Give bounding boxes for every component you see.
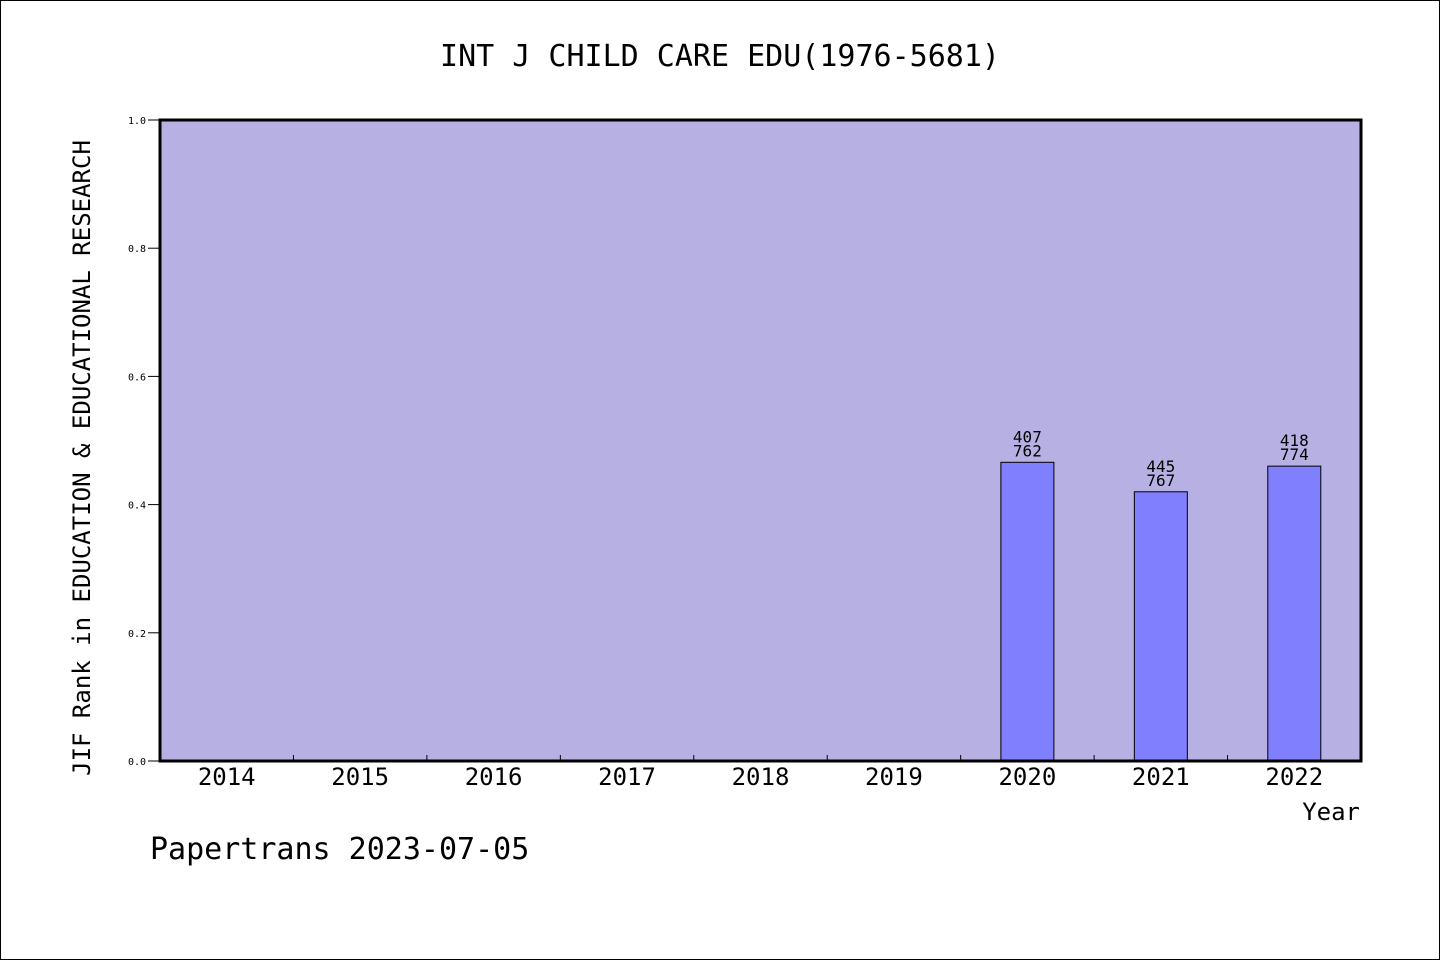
bar-2020 xyxy=(1000,461,1055,762)
x-tick-label: 2016 xyxy=(465,763,523,791)
y-axis-label: JIF Rank in EDUCATION & EDUCATIONAL RESE… xyxy=(68,140,96,776)
x-tick-label: 2015 xyxy=(331,763,389,791)
bar-label-rank: 418 xyxy=(1280,431,1309,450)
y-tick-label: 0.8 xyxy=(128,244,146,255)
x-axis-label: Year xyxy=(1302,798,1360,826)
x-tick-label: 2022 xyxy=(1265,763,1323,791)
bar-label-total: 762 xyxy=(1013,441,1042,460)
chart-title: INT J CHILD CARE EDU(1976-5681) xyxy=(440,39,1000,74)
y-tick-label: 0.2 xyxy=(128,629,146,640)
bar-label-rank: 445 xyxy=(1146,457,1175,476)
bar-label-total: 767 xyxy=(1146,471,1175,490)
bar-2021 xyxy=(1133,491,1188,762)
y-ticks-group: 0.0 0.2 0.4 0.6 0.8 1.0 xyxy=(128,116,160,768)
bar-label-total: 774 xyxy=(1280,445,1309,464)
x-ticks-group: 2014 2015 2016 2017 2018 2019 2020 2021 2022 xyxy=(198,755,1323,791)
footer-credit: Papertrans 2023-07-05 xyxy=(150,832,530,867)
bar-label-rank: 407 xyxy=(1013,427,1042,446)
x-tick-label: 2020 xyxy=(998,763,1056,791)
x-tick-label: 2018 xyxy=(732,763,790,791)
x-tick-label: 2014 xyxy=(198,763,256,791)
bar-2022 xyxy=(1267,465,1322,762)
x-tick-label: 2021 xyxy=(1132,763,1190,791)
y-tick-label: 1.0 xyxy=(128,116,146,127)
y-tick-label: 0.6 xyxy=(128,372,146,383)
plot-border xyxy=(158,118,1363,763)
x-tick-label: 2017 xyxy=(598,763,656,791)
y-tick-label: 0.4 xyxy=(128,501,146,512)
y-tick-label: 0.0 xyxy=(128,757,146,768)
x-tick-label: 2019 xyxy=(865,763,923,791)
